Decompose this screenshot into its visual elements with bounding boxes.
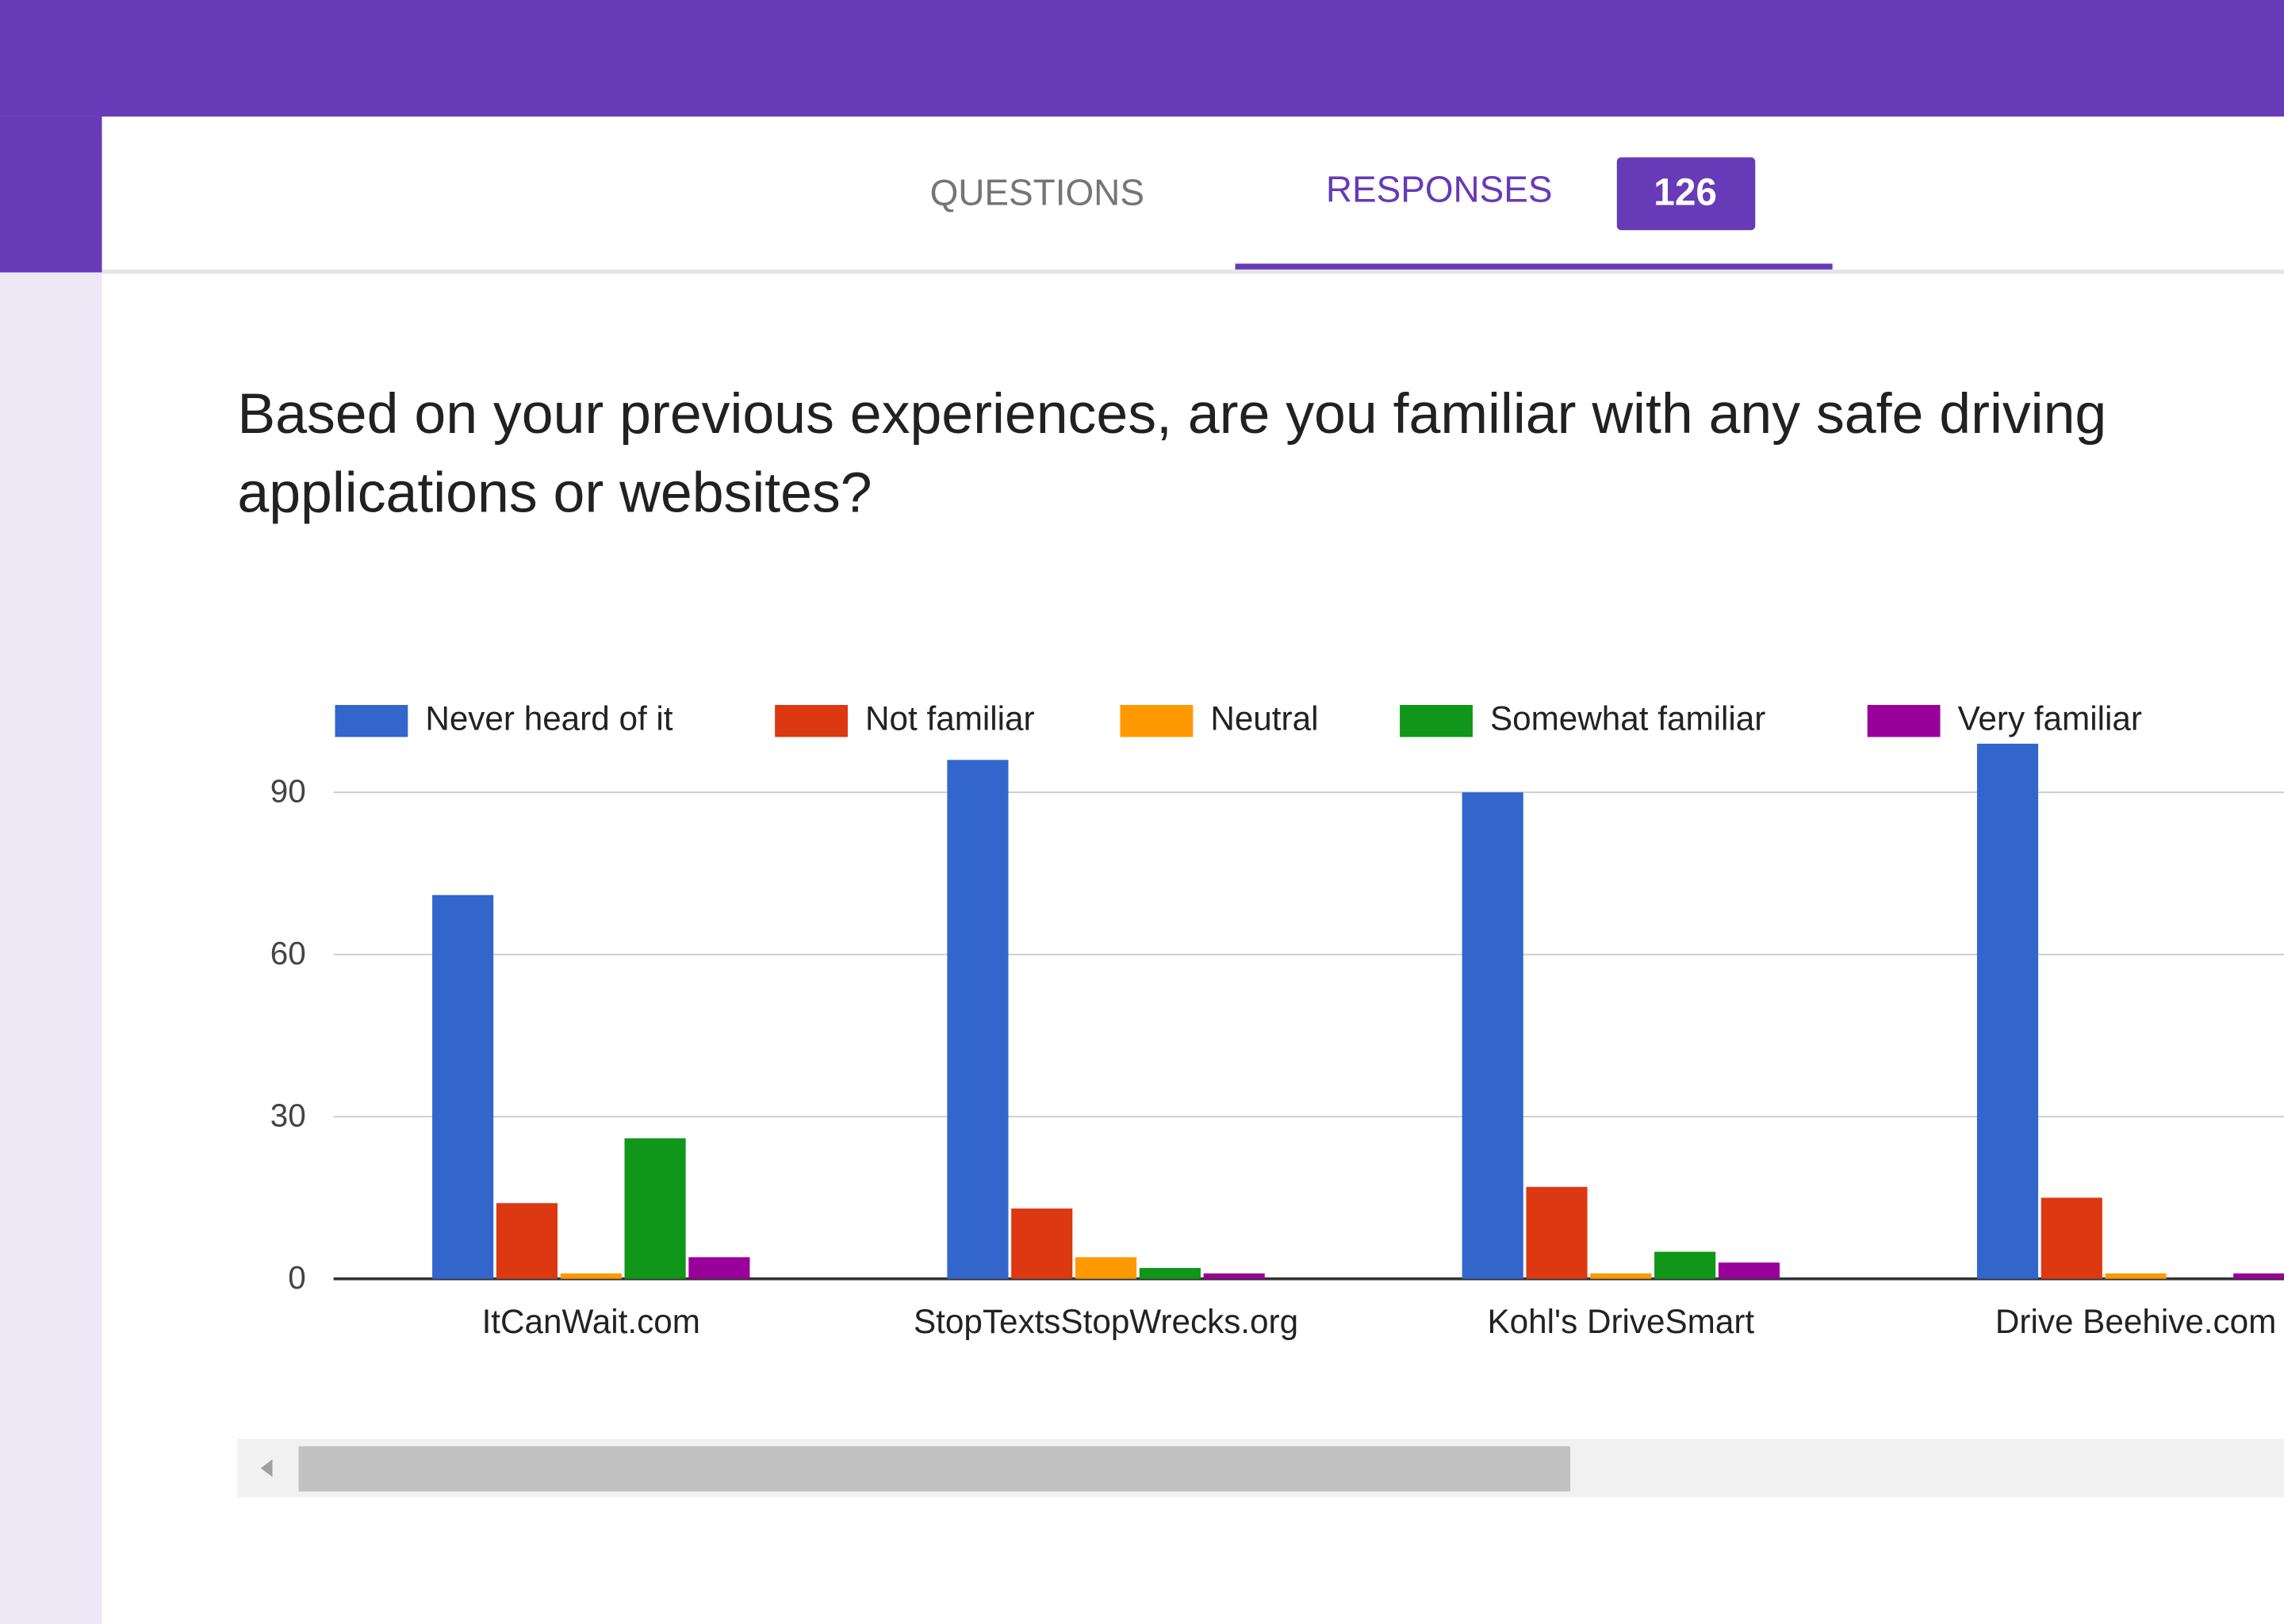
legend-label: Somewhat familiar <box>1490 699 1765 737</box>
y-tick-label: 60 <box>270 935 306 971</box>
bar <box>432 894 494 1279</box>
bar <box>1011 1208 1073 1279</box>
x-tick-label: ItCanWait.com <box>482 1303 700 1340</box>
legend-label: Very familiar <box>1958 699 2142 737</box>
x-tick-label: Drive Beehive.com <box>1995 1303 2276 1340</box>
card <box>102 116 2284 1624</box>
bar <box>2233 1273 2284 1279</box>
bar <box>560 1273 622 1279</box>
bar <box>1139 1268 1201 1279</box>
bar <box>947 760 1009 1279</box>
question-title: Based on your previous experiences, are … <box>237 382 2106 446</box>
legend-swatch <box>1867 705 1941 737</box>
bar <box>1654 1251 1716 1279</box>
x-tick-label: StopTextsStopWrecks.org <box>914 1303 1298 1340</box>
tab-responses[interactable]: RESPONSES <box>1326 169 1553 210</box>
legend-swatch <box>1400 705 1473 737</box>
bar <box>1526 1186 1588 1279</box>
y-tick-label: 0 <box>288 1259 305 1296</box>
legend-swatch <box>775 705 848 737</box>
scroll-left-arrow[interactable] <box>260 1459 273 1477</box>
bar <box>1462 792 1523 1279</box>
response-count: 126 <box>1654 172 1717 214</box>
x-tick-label: Kohl's DriveSmart <box>1488 1303 1755 1340</box>
bar <box>688 1257 750 1279</box>
y-tick-label: 90 <box>270 773 306 810</box>
legend-swatch <box>1120 705 1194 737</box>
legend-label: Never heard of it <box>425 699 673 737</box>
bar <box>2041 1197 2102 1279</box>
header-side <box>0 116 102 273</box>
y-tick-label: 30 <box>270 1097 306 1134</box>
legend-swatch <box>335 705 408 737</box>
bar <box>1976 743 2039 1279</box>
tab-underline <box>1235 263 1833 270</box>
chart: 0 30 60 90 Never heard of it Not familiar Neut… <box>270 699 2284 1340</box>
bar <box>2105 1273 2167 1279</box>
legend-label: Not familiar <box>865 699 1035 737</box>
bar <box>624 1138 686 1279</box>
bar <box>1075 1257 1137 1279</box>
bar <box>1590 1273 1652 1279</box>
scrollbar-thumb[interactable] <box>298 1446 1570 1492</box>
legend-label: Neutral <box>1210 699 1318 737</box>
bar <box>1203 1273 1265 1279</box>
tab-divider <box>102 269 2284 274</box>
bar <box>1718 1262 1780 1279</box>
response-count-badge <box>1616 157 1756 231</box>
tab-questions[interactable]: QUESTIONS <box>930 171 1144 213</box>
header-bar <box>0 0 2284 117</box>
question-title: applications or websites? <box>237 461 872 524</box>
bar <box>496 1203 558 1279</box>
